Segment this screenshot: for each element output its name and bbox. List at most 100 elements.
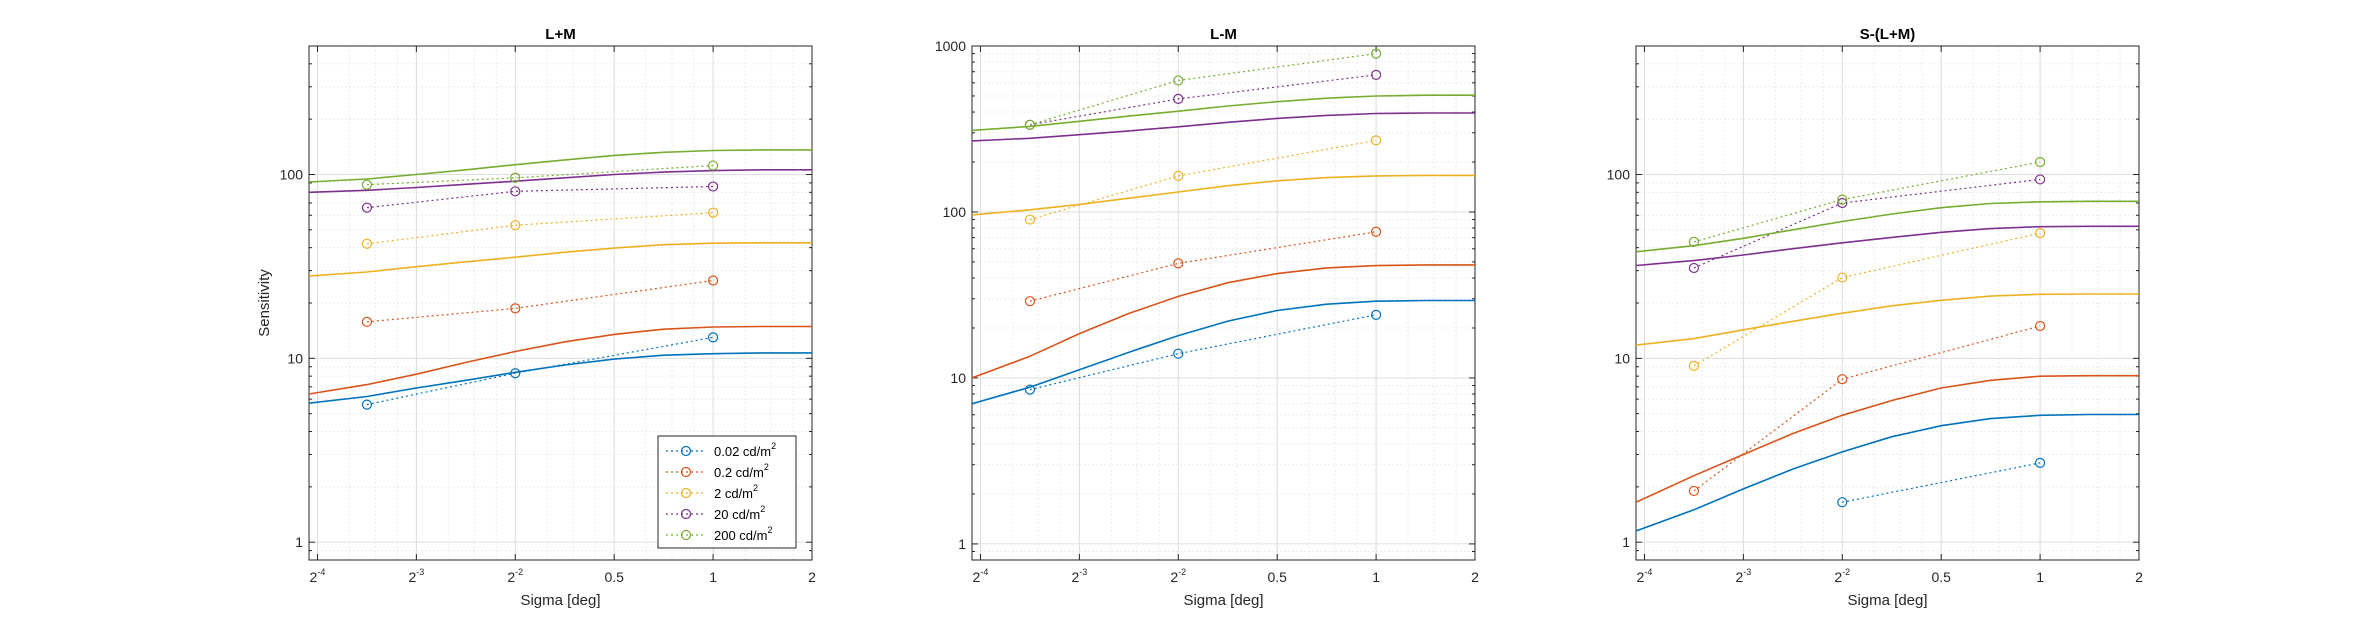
data-point xyxy=(1024,384,1036,395)
data-point xyxy=(1173,75,1184,86)
model-line xyxy=(972,299,1475,405)
series-0-02-cd-m2 xyxy=(309,332,812,410)
data-point xyxy=(1370,48,1382,59)
y-tick-label: 100 xyxy=(1607,167,1631,183)
x-tick-label: 0.5 xyxy=(604,569,624,585)
measured-line xyxy=(1029,231,1377,302)
data-point xyxy=(707,275,719,286)
data-point xyxy=(707,181,719,192)
x-tick-label: 2-4 xyxy=(973,567,989,585)
data-point xyxy=(1173,258,1184,269)
data-point xyxy=(1837,194,1848,205)
y-axis-label: Sensitivity xyxy=(256,269,273,337)
x-tick-label: 2-4 xyxy=(310,567,326,585)
data-point xyxy=(361,179,373,190)
data-point xyxy=(361,238,373,249)
panel-2: 2-4 2-3 2-2 0.5 1 2 1 10 100 1000 L-M Sigma [deg] xyxy=(935,26,1479,609)
data-point xyxy=(1688,262,1700,274)
panels: 2-4 2-3 2-2 0.5 1 2 1 10 100 L+M Sigma [deg] Sensit… xyxy=(256,26,2143,609)
x-axis-label: Sigma [deg] xyxy=(1847,592,1927,609)
data-point xyxy=(1173,93,1184,105)
data-point xyxy=(1837,197,1848,209)
y-tick-label: 1000 xyxy=(935,38,966,54)
chart-title: L+M xyxy=(545,26,575,43)
series-20-cd-m2 xyxy=(309,169,812,213)
data-point xyxy=(1688,360,1700,371)
series-200-cd-m2 xyxy=(972,48,1475,132)
grid xyxy=(1636,46,2139,560)
legend-swatch-marker xyxy=(680,529,692,541)
measured-line xyxy=(366,185,714,209)
axes-box xyxy=(971,45,1476,561)
series-20-cd-m2 xyxy=(1636,174,2139,274)
series-2-cd-m2 xyxy=(972,135,1475,225)
y-tick-label: 1 xyxy=(295,534,303,550)
data-point xyxy=(1837,497,1848,508)
data-point xyxy=(361,316,373,327)
legend-swatch-marker xyxy=(680,466,692,478)
y-tick-label: 10 xyxy=(1614,350,1630,366)
measured-line xyxy=(1842,462,2041,503)
model-line xyxy=(1636,374,2139,503)
legend-swatch-marker xyxy=(680,445,692,457)
model-line xyxy=(1636,200,2139,253)
x-tick-label: 0.5 xyxy=(1931,569,1951,585)
data-point xyxy=(1024,296,1036,307)
measured-line xyxy=(1029,139,1377,221)
x-tick-label: 2-3 xyxy=(408,567,424,585)
model-line xyxy=(972,94,1475,132)
model-line xyxy=(1636,413,2139,532)
model-line xyxy=(1636,225,2139,267)
model-line xyxy=(309,169,812,194)
panel-3: 2-4 2-3 2-2 0.5 1 2 1 10 100 S-(L+M) Sigma [deg] xyxy=(1607,26,2143,609)
model-line xyxy=(972,174,1475,216)
data-point xyxy=(510,368,521,379)
data-point xyxy=(1688,236,1700,247)
x-tick-label: 2-2 xyxy=(507,567,523,585)
measured-line xyxy=(1029,74,1377,126)
measured-line xyxy=(366,164,714,186)
data-point xyxy=(510,220,521,231)
data-point xyxy=(2034,174,2046,185)
x-axis-label: Sigma [deg] xyxy=(1183,592,1263,609)
x-tick-label: 2 xyxy=(808,569,816,585)
model-line xyxy=(309,149,812,183)
series-0-2-cd-m2 xyxy=(972,226,1475,379)
x-tick-label: 2-2 xyxy=(1834,567,1850,585)
data-point xyxy=(1370,226,1382,237)
x-tick-label: 2-4 xyxy=(1637,567,1653,585)
model-line xyxy=(309,242,812,277)
x-tick-label: 1 xyxy=(2036,569,2044,585)
y-tick-label: 10 xyxy=(287,350,303,366)
legend-label: 200 cd/m2 xyxy=(714,525,773,543)
series-0-2-cd-m2 xyxy=(309,275,812,395)
data-point xyxy=(1837,374,1848,385)
series-200-cd-m2 xyxy=(309,149,812,190)
chart-title: S-(L+M) xyxy=(1860,26,1915,43)
data-point xyxy=(1370,69,1382,80)
model-line xyxy=(309,352,812,404)
data-point xyxy=(1837,272,1848,283)
y-tick-label: 100 xyxy=(943,204,967,220)
measured-line xyxy=(1029,53,1377,126)
y-tick-label: 10 xyxy=(950,370,966,386)
x-tick-label: 1 xyxy=(709,569,717,585)
model-line xyxy=(1636,293,2139,346)
data-point xyxy=(1688,485,1700,497)
data-point xyxy=(510,172,521,183)
plot-area xyxy=(972,46,1475,560)
series-2-cd-m2 xyxy=(309,207,812,277)
series-2-cd-m2 xyxy=(1636,228,2139,371)
data-point xyxy=(707,160,719,171)
series-200-cd-m2 xyxy=(1636,156,2139,253)
data-point xyxy=(1173,170,1184,181)
model-line xyxy=(309,325,812,395)
legend-label: 20 cd/m2 xyxy=(714,504,765,522)
panel-1: 2-4 2-3 2-2 0.5 1 2 1 10 100 L+M Sigma [deg] Sensit… xyxy=(256,26,816,609)
data-point xyxy=(2034,320,2046,332)
data-point xyxy=(2034,228,2046,239)
series-0-02-cd-m2 xyxy=(972,299,1475,405)
x-tick-label: 2-3 xyxy=(1735,567,1751,585)
chart-title: L-M xyxy=(1210,26,1237,43)
